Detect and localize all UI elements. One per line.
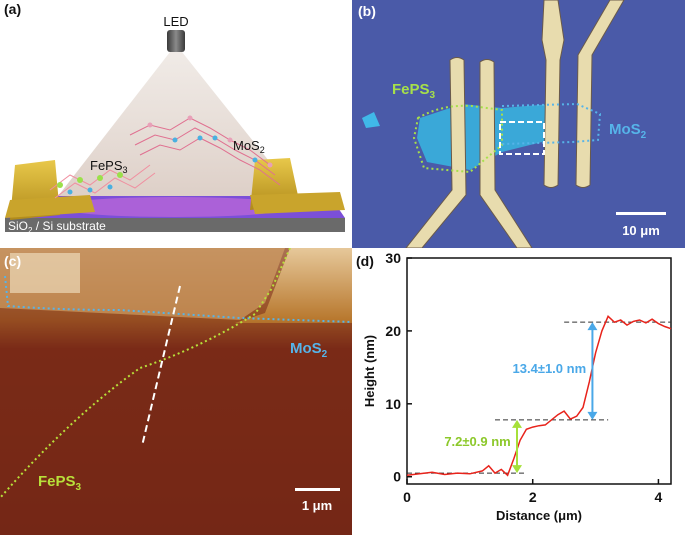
mos2-label: MoS2: [609, 121, 647, 141]
fepS3-edge-outline: [0, 248, 291, 499]
panel-d-label: (d): [356, 253, 374, 269]
panel-b-optical-image: FePS3 MoS2 10 μm (b): [352, 0, 685, 248]
panel-c-label: (c): [4, 253, 21, 269]
mos2-lattice: [129, 117, 281, 186]
lower-arrow-head-top: [512, 419, 522, 428]
y-tick-label: 10: [385, 396, 401, 412]
upper-step-annotation: 13.4±1.0 nm: [513, 361, 587, 376]
left-electrode-base: [5, 195, 95, 218]
mos2-label: MoS2: [290, 340, 328, 360]
panel-d-height-profile: (d) 0 10 20 30 0 2 4 13.4±1.0 nm 7.2±0.9 nm D…: [352, 248, 685, 535]
y-tick-label: 30: [385, 250, 401, 266]
substrate-label: SiO2 / Si substrate: [8, 219, 106, 235]
x-tick-label: 0: [403, 489, 411, 505]
fepS3-outline: [412, 104, 503, 174]
reference-lines: [407, 321, 671, 474]
profile-line: [141, 285, 181, 447]
substrate-base: [5, 218, 345, 232]
x-tick-label: 2: [529, 489, 537, 505]
height-profile-chart: (d) 0 10 20 30 0 2 4 13.4±1.0 nm 7.2±0.9 nm D…: [356, 250, 672, 523]
x-axis-label: Distance (μm): [496, 508, 582, 523]
panel-b-label: (b): [358, 3, 376, 19]
y-tick-label: 20: [385, 323, 401, 339]
led-label: LED: [163, 14, 188, 29]
y-tick-label: 0: [393, 469, 401, 485]
scale-bar-label: 10 μm: [622, 223, 660, 238]
panel-c-afm-image: MoS2 FePS3 1 μm (c): [0, 248, 352, 535]
fepS3-label: FePS3: [90, 158, 128, 175]
mos2-edge-outline: [4, 275, 352, 323]
scale-bar: [295, 488, 340, 491]
fepS3-atoms: [57, 172, 123, 195]
right-electrode-base: [250, 192, 345, 214]
lower-region-shade: [0, 248, 352, 535]
scale-bar-label: 1 μm: [302, 498, 332, 513]
x-tick-label: 4: [655, 489, 663, 505]
plot-frame: [406, 257, 672, 485]
panel-a-device-schematic: LED SiO2 / Si substrate: [0, 0, 352, 248]
panel-a-label: (a): [4, 1, 21, 17]
scale-bar: [616, 212, 666, 215]
upper-arrow-head-top: [587, 322, 598, 331]
lower-step-annotation: 7.2±0.9 nm: [444, 434, 510, 449]
afm-topography-image: MoS2 FePS3 1 μm (c): [0, 248, 352, 535]
height-profile-line: [406, 315, 672, 477]
small-flake: [362, 112, 380, 128]
mos2-label: MoS2: [233, 138, 265, 155]
x-axis-ticks: 0 2 4: [403, 479, 663, 505]
fepS3-label: FePS3: [38, 473, 82, 493]
bright-patch: [10, 253, 80, 293]
device-schematic-illustration: LED SiO2 / Si substrate: [4, 1, 345, 235]
fepS3-label: FePS3: [392, 81, 436, 101]
y-axis-ticks: 0 10 20 30: [385, 250, 412, 485]
mos2-atoms: [147, 115, 273, 168]
optical-micrograph: FePS3 MoS2 10 μm (b): [352, 0, 685, 248]
step-arrows: [512, 322, 598, 474]
upper-arrow-head-bottom: [587, 411, 598, 420]
flake-overlap-glow: [55, 197, 295, 217]
y-axis-label: Height (nm): [362, 335, 377, 407]
afm-region-box: [499, 121, 545, 155]
led-icon: [167, 30, 185, 52]
lower-arrow-head-bottom: [512, 465, 522, 474]
